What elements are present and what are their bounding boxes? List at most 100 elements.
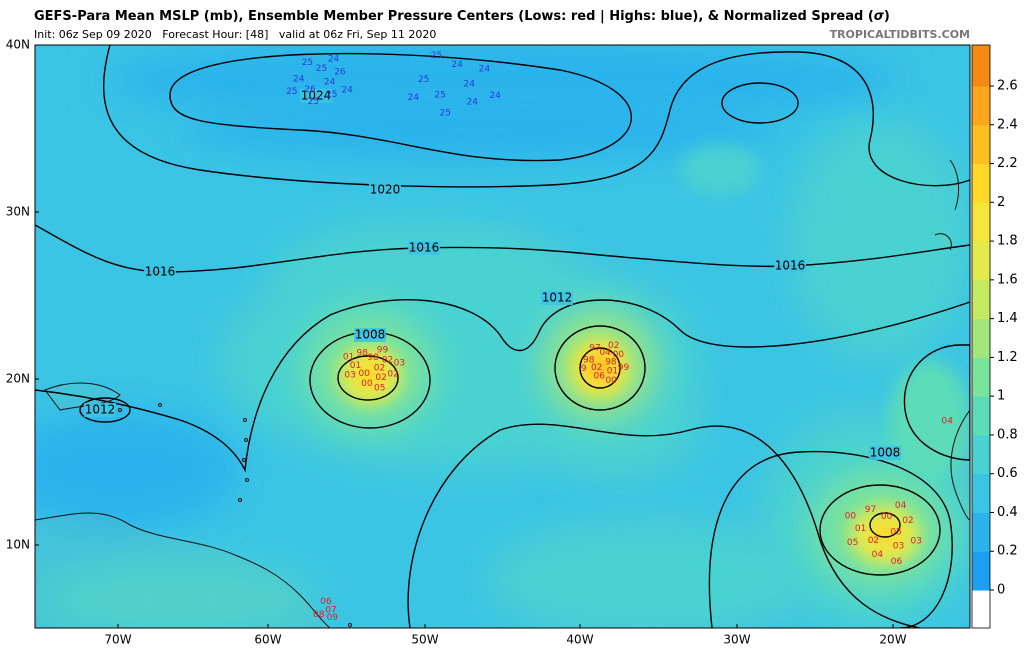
colorbar-bin — [972, 318, 990, 358]
colorbar-bin — [972, 473, 990, 513]
contour-label: 1024 — [301, 89, 332, 103]
high-center: 24 — [341, 85, 353, 95]
low-center: 01 — [343, 353, 354, 363]
low-center: 02 — [608, 341, 619, 351]
high-center: 24 — [293, 74, 305, 84]
isobar — [102, 45, 970, 188]
high-center: 25 — [316, 64, 327, 74]
isobar — [721, 82, 799, 124]
contour-label: 1016 — [775, 259, 806, 273]
high-center: 25 — [418, 75, 429, 85]
colorbar-bin — [972, 512, 990, 552]
low-center: 99 — [377, 346, 389, 356]
colorbar-label: 1 — [997, 389, 1005, 404]
colorbar-label: 1.2 — [997, 350, 1018, 365]
low-center: 98 — [357, 348, 369, 358]
colorbar-bin — [972, 163, 990, 203]
low-center: 00 — [881, 512, 893, 522]
low-center: 98 — [605, 358, 617, 368]
low-center: 05 — [890, 528, 901, 538]
high-center: 24 — [489, 91, 501, 101]
high-center: 24 — [464, 80, 476, 90]
low-center: 01 — [350, 361, 361, 371]
low-center: 03 — [893, 542, 904, 552]
source: TROPICALTIDBITS.COM — [830, 28, 970, 41]
high-center: 24 — [324, 78, 336, 88]
low-center: 03 — [911, 537, 922, 547]
colorbar-label: 1.4 — [997, 311, 1018, 326]
spread-blob — [890, 360, 970, 480]
lon-label: 20W — [879, 633, 906, 647]
high-center: 25 — [302, 58, 313, 68]
spread-blob — [356, 363, 384, 387]
colorbar-label: 1.8 — [997, 234, 1018, 249]
high-center: 25 — [440, 109, 451, 119]
land-outline — [35, 512, 331, 628]
island — [245, 478, 249, 482]
colorbar-label: 0.6 — [997, 466, 1018, 481]
spread-blob — [586, 354, 614, 382]
high-center: 24 — [451, 60, 463, 70]
colorbar-bin — [972, 124, 990, 165]
low-center: 02 — [374, 364, 385, 374]
colorbar-label: 2.4 — [997, 117, 1018, 132]
sigma: σ — [874, 9, 885, 24]
isobar — [337, 355, 399, 401]
isobar — [79, 397, 131, 423]
high-center: 24 — [408, 93, 420, 103]
isobar — [407, 423, 921, 628]
high-center: 25 — [431, 51, 442, 61]
contour-label-bg — [84, 403, 116, 417]
colorbar-label: 0.4 — [997, 505, 1018, 520]
low-center: 97 — [865, 505, 876, 515]
isobar — [554, 325, 646, 411]
low-center: 02 — [382, 356, 393, 366]
low-center: 08 — [313, 610, 325, 620]
low-center: 02 — [591, 363, 602, 373]
contour-label: 1008 — [355, 328, 386, 342]
high-center: 24 — [328, 54, 340, 64]
isobar — [819, 484, 941, 576]
spread-blob — [870, 523, 900, 547]
colorbar-bin — [972, 202, 990, 242]
isobar — [309, 331, 431, 429]
colorbar-bin — [972, 551, 990, 591]
lon-label: 60W — [254, 633, 281, 647]
contour-label-bg — [869, 446, 901, 460]
colorbar-bin — [972, 241, 990, 281]
low-center: 98 — [367, 353, 379, 363]
high-center: 25 — [286, 87, 297, 97]
title-end: ) — [884, 9, 890, 24]
high-center: 25 — [326, 90, 337, 100]
low-center: 07 — [325, 606, 336, 616]
isobar — [903, 344, 970, 461]
colorbar-bin — [972, 434, 990, 475]
low-center: 00 — [605, 376, 617, 386]
lat-label: 20N — [6, 372, 30, 386]
low-center: 00 — [845, 511, 857, 521]
spread-blob — [180, 100, 780, 160]
low-center: 00 — [361, 379, 373, 389]
low-center: 06 — [320, 597, 332, 607]
low-center: 03 — [394, 359, 405, 369]
lat-label: 10N — [6, 538, 30, 552]
island — [348, 623, 352, 627]
low-center: 02 — [375, 373, 386, 383]
contour-label-bg — [408, 241, 440, 255]
contour-label-bg — [369, 183, 401, 197]
colorbar: 0 0.2 0.4 0.6 0.8 1 1.2 1.4 1.6 1.8 2 2.2 2.4 2.6 — [971, 44, 1018, 629]
low-center: 05 — [847, 538, 858, 548]
low-center: 9 — [581, 364, 587, 374]
low-center: 98 — [583, 355, 595, 365]
land-outline — [950, 409, 970, 521]
spread-blob — [40, 560, 320, 628]
map-frame — [34, 44, 971, 629]
lon-label: 40W — [566, 633, 593, 647]
spread-blob — [490, 520, 810, 628]
high-center: 24 — [467, 98, 479, 108]
colorbar-label: 2.2 — [997, 156, 1018, 171]
low-center: 04 — [872, 550, 884, 560]
contour-label: 1020 — [370, 183, 401, 197]
colorbar-bin — [972, 279, 990, 320]
